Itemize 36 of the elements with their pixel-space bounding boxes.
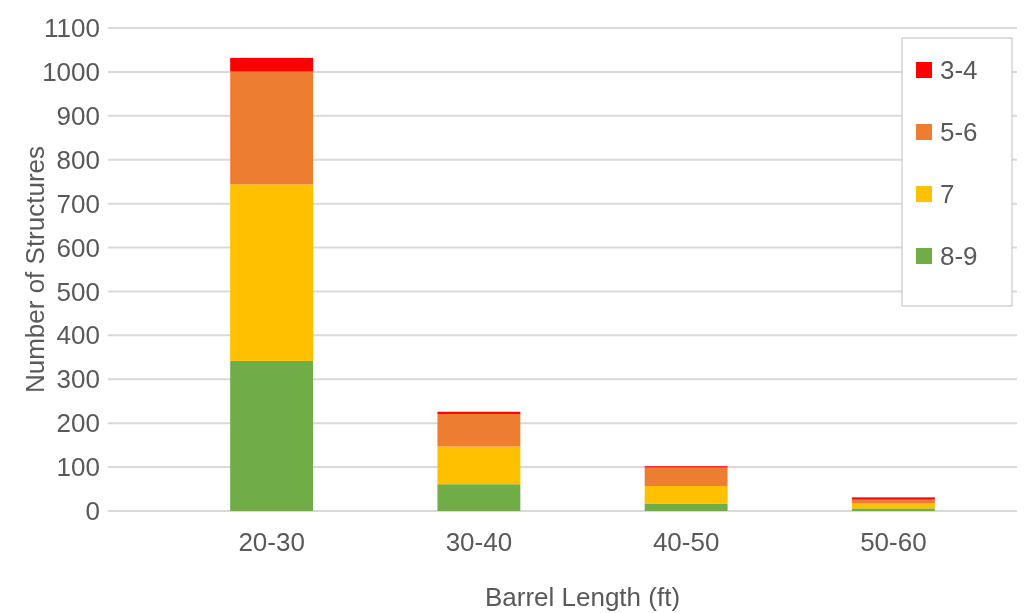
y-tick-label: 500 bbox=[56, 276, 100, 307]
y-axis-title: Number of Structures bbox=[20, 145, 50, 394]
legend-label: 3-4 bbox=[940, 55, 978, 86]
bar bbox=[230, 184, 314, 361]
bar bbox=[437, 446, 521, 485]
y-tick-label: 300 bbox=[56, 364, 100, 395]
x-tick-label: 50-60 bbox=[860, 527, 927, 557]
y-tick-label: 0 bbox=[85, 496, 100, 527]
bar bbox=[437, 411, 521, 414]
x-tick-label: 40-50 bbox=[652, 527, 720, 557]
bar bbox=[851, 499, 935, 504]
bar bbox=[644, 467, 728, 486]
bar bbox=[437, 484, 521, 511]
legend-label: 7 bbox=[940, 179, 955, 210]
x-tick-label: 20-30 bbox=[238, 527, 305, 557]
bar bbox=[851, 497, 935, 500]
y-tick-label: 800 bbox=[56, 144, 100, 175]
y-tick-label: 200 bbox=[56, 408, 100, 439]
x-tick-label: 30-40 bbox=[445, 527, 513, 557]
bar bbox=[437, 413, 521, 447]
x-axis-title: Barrel Length (ft) bbox=[484, 582, 681, 612]
bar bbox=[644, 503, 728, 511]
legend-label: 8-9 bbox=[940, 241, 978, 272]
y-tick-label: 600 bbox=[56, 232, 100, 263]
bar bbox=[230, 71, 314, 185]
bar bbox=[230, 360, 314, 511]
y-tick-label: 100 bbox=[56, 452, 100, 483]
y-tick-label: 1100 bbox=[44, 13, 100, 44]
legend-label: 5-6 bbox=[940, 117, 978, 148]
y-tick-label: 700 bbox=[56, 188, 100, 219]
bar bbox=[644, 485, 728, 504]
y-tick-label: 400 bbox=[56, 320, 100, 351]
y-tick-label: 900 bbox=[56, 100, 100, 131]
y-tick-label: 1000 bbox=[42, 57, 100, 88]
bar bbox=[230, 57, 314, 72]
bar bbox=[851, 508, 935, 511]
